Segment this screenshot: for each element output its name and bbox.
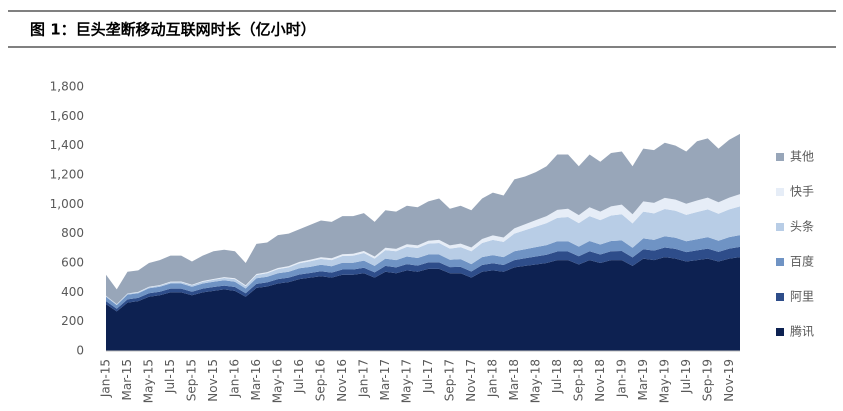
x-tick-label: Jan-19 — [614, 359, 628, 398]
x-tick-label: Mar-17 — [378, 359, 392, 400]
legend-label: 阿里 — [790, 290, 814, 304]
x-tick-label: Nov-19 — [722, 359, 736, 402]
x-tick-label: Sep-15 — [184, 359, 198, 401]
legend-label: 其他 — [790, 150, 814, 164]
y-tick-label: 1,200 — [50, 168, 84, 182]
x-tick-label: May-18 — [528, 359, 542, 403]
x-tick-label: Mar-15 — [120, 359, 134, 400]
x-tick-label: Sep-19 — [700, 359, 714, 401]
y-tick-label: 1,800 — [50, 80, 84, 94]
legend-swatch — [776, 328, 784, 336]
x-tick-label: Jul-15 — [163, 359, 177, 394]
y-tick-label: 600 — [61, 256, 84, 270]
legend-swatch — [776, 223, 784, 231]
x-tick-label: Nov-16 — [335, 359, 349, 402]
area — [106, 206, 740, 306]
x-tick-label: Jan-16 — [227, 359, 241, 398]
x-tick-label: May-19 — [657, 359, 671, 403]
x-tick-label: Jul-17 — [421, 359, 435, 394]
x-tick-label: Jan-15 — [99, 359, 113, 398]
legend-swatch — [776, 153, 784, 161]
x-tick-label: Jul-16 — [292, 359, 306, 394]
x-tick-label: Sep-16 — [313, 359, 327, 401]
y-tick-label: 400 — [61, 285, 84, 299]
legend-swatch — [776, 293, 784, 301]
chart-title: 图 1：巨头垄断移动互联网时长（亿小时） — [30, 21, 316, 39]
legend-label: 百度 — [790, 254, 814, 269]
x-tick-label: Mar-16 — [249, 359, 263, 400]
x-tick-label: Sep-17 — [442, 359, 456, 401]
area — [106, 194, 740, 305]
y-tick-label: 0 — [76, 344, 84, 358]
x-tick-label: Jan-17 — [356, 359, 370, 398]
legend-swatch — [776, 188, 784, 196]
x-tick-label: Nov-18 — [593, 359, 607, 402]
x-tick-label: May-15 — [141, 359, 155, 403]
y-tick-label: 1,600 — [50, 109, 84, 123]
x-tick-label: Mar-18 — [507, 359, 521, 400]
legend-label: 快手 — [790, 185, 814, 199]
y-tick-label: 1,400 — [50, 138, 84, 152]
legend-label: 腾讯 — [790, 324, 814, 339]
area — [106, 133, 740, 305]
x-tick-label: Jan-18 — [485, 359, 499, 398]
x-tick-label: May-16 — [270, 359, 284, 403]
area — [106, 235, 740, 309]
x-tick-label: Nov-17 — [464, 359, 478, 402]
area — [106, 257, 740, 351]
y-tick-label: 1,000 — [50, 197, 84, 211]
y-tick-label: 200 — [61, 314, 84, 328]
x-tick-label: Jul-18 — [550, 359, 564, 394]
legend-label: 头条 — [790, 220, 814, 234]
x-tick-label: May-17 — [399, 359, 413, 403]
x-tick-label: Jul-19 — [679, 359, 693, 394]
x-tick-label: Sep-18 — [571, 359, 585, 401]
x-tick-label: Mar-19 — [636, 359, 650, 400]
legend-swatch — [776, 258, 784, 266]
x-tick-label: Nov-15 — [206, 359, 220, 402]
area — [106, 246, 740, 312]
y-tick-label: 800 — [61, 226, 84, 240]
